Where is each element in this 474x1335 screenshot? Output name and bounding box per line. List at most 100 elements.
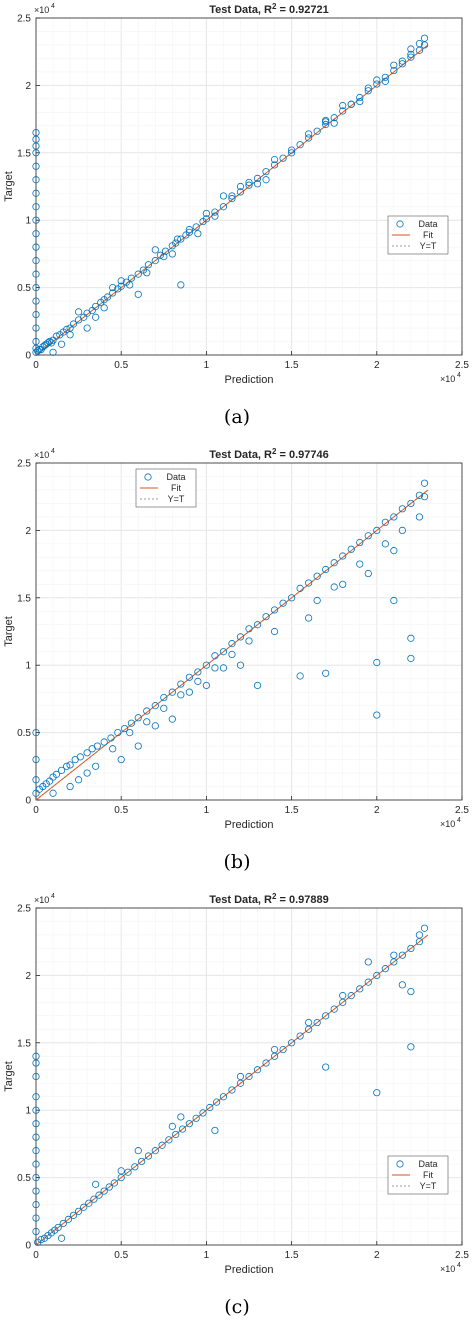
data-point: [143, 707, 151, 715]
data-point: [253, 681, 262, 690]
data-point: [134, 270, 142, 278]
scatter-plot-a: 0 0.5 1 1.5 2 2.500.511.522.5×10 4×10 4Predicti…: [3, 2, 469, 386]
x-tick-label: 1: [204, 1250, 210, 1261]
data-point: [381, 965, 389, 973]
data-point: [305, 614, 313, 622]
data-point: [407, 944, 415, 953]
data-point: [415, 491, 423, 499]
data-point: [32, 162, 40, 170]
data-point: [63, 325, 71, 333]
data-point: [381, 77, 389, 85]
data-point: [168, 250, 176, 258]
data-point: [364, 84, 372, 92]
data-point: [270, 155, 279, 164]
data-point: [32, 230, 40, 238]
x-exponent-power: 4: [457, 817, 461, 824]
data-point: [373, 1089, 381, 1097]
data-point: [158, 1141, 166, 1149]
data-point: [236, 188, 245, 196]
data-point: [364, 978, 372, 986]
data-point: [185, 1120, 193, 1128]
data-point: [262, 176, 270, 184]
data-point: [381, 540, 389, 548]
data-point: [381, 73, 389, 81]
data-point: [32, 149, 40, 157]
data-point: [105, 1183, 113, 1191]
data-point: [219, 192, 228, 200]
data-point: [151, 702, 159, 710]
data-point: [151, 1147, 159, 1155]
data-point: [356, 985, 364, 993]
data-point: [270, 627, 279, 636]
data-point: [75, 1207, 83, 1215]
data-point: [161, 247, 170, 255]
data-point: [390, 66, 398, 75]
data-point: [270, 161, 279, 169]
data-point: [202, 661, 210, 669]
x-exponent-label: ×10: [440, 374, 455, 384]
data-point: [347, 992, 355, 1000]
data-point: [124, 1168, 132, 1176]
data-point: [330, 114, 338, 122]
x-tick-label: 0: [33, 360, 39, 371]
y-exponent-label: ×10: [34, 895, 49, 905]
data-point: [194, 668, 202, 676]
data-point: [407, 499, 415, 508]
data-point: [211, 208, 219, 216]
data-point: [177, 235, 185, 243]
y-tick-label: 0: [25, 1241, 31, 1252]
data-point: [279, 599, 287, 607]
data-point: [57, 340, 66, 348]
legend-identity-label: Y=T: [168, 494, 185, 504]
data-point: [185, 226, 193, 234]
data-point: [313, 596, 321, 605]
data-point: [143, 718, 151, 726]
data-point: [52, 332, 61, 340]
data-point: [32, 1120, 40, 1128]
data-point: [117, 282, 125, 290]
data-point: [32, 297, 40, 305]
chart-title: Test Data, R2 = 0.92721: [209, 2, 329, 16]
data-point: [117, 1167, 125, 1175]
data-point: [85, 1199, 93, 1207]
data-point: [126, 281, 134, 289]
data-point: [213, 1098, 221, 1106]
data-point: [420, 924, 429, 932]
data-point: [32, 1059, 40, 1067]
data-point: [398, 57, 406, 65]
scatter-plot-b: 0 0.5 1 1.5 2 2.500.511.522.5×10 4×10 4Predicti…: [3, 447, 469, 831]
data-point: [339, 107, 347, 115]
data-point: [211, 664, 219, 672]
data-point: [270, 1045, 279, 1054]
data-point: [76, 753, 84, 761]
chart-panel-b: 0 0.5 1 1.5 2 2.5 0 0.5 1 1.5 2 2.5 ×10 4 ×10 4 Predicti…: [0, 445, 474, 890]
data-point: [75, 776, 83, 784]
data-point: [69, 1211, 78, 1219]
data-point: [305, 1018, 313, 1027]
x-tick-label: 0.5: [114, 805, 128, 816]
data-point: [420, 493, 429, 501]
x-tick-label: 2.5: [455, 1250, 469, 1261]
data-point: [83, 769, 91, 777]
data-point: [69, 320, 78, 328]
plot-frame: [35, 462, 463, 801]
data-point: [199, 1109, 207, 1117]
data-point: [49, 348, 57, 356]
data-point: [253, 1066, 262, 1074]
data-point: [420, 479, 429, 487]
data-point: [219, 1093, 228, 1101]
data-point: [219, 648, 228, 656]
chart-title: Test Data, R2 = 0.97889: [209, 892, 329, 906]
data-point: [219, 664, 228, 672]
x-tick-label: 1.5: [285, 805, 299, 816]
y-tick-label: 1: [25, 661, 31, 672]
data-point: [330, 1005, 338, 1013]
x-tick-label: 2.5: [455, 360, 469, 371]
legend-data-label: Data: [418, 1159, 437, 1169]
data-point: [194, 677, 202, 685]
data-point: [322, 1063, 330, 1071]
data-point: [57, 1234, 66, 1242]
data-point: [202, 681, 210, 690]
x-tick-label: 0: [33, 1250, 39, 1261]
